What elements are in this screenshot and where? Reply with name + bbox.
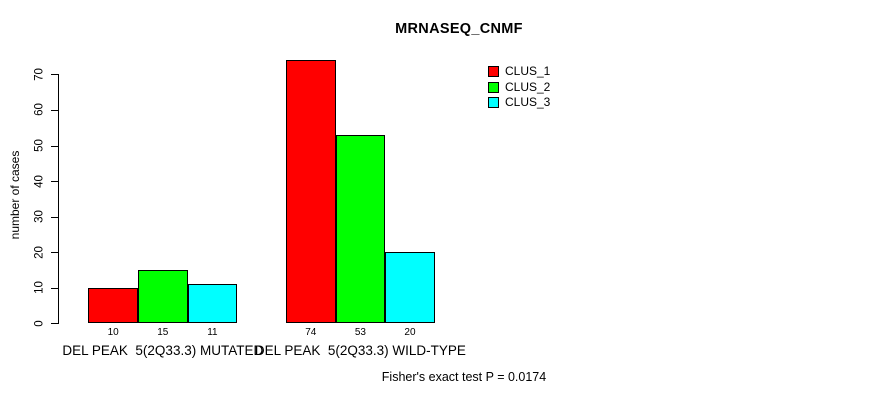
y-tick [51,287,58,289]
bar-value-label: 74 [305,326,317,338]
bar-value-label: 53 [354,326,366,338]
annotation-text: Fisher's exact test P = 0.0174 [381,370,547,384]
y-tick [51,216,58,218]
legend-label: CLUS_2 [505,79,551,94]
bar-clus-2-group-1 [138,270,188,324]
legend-label: CLUS_3 [505,95,551,110]
y-tick [51,181,58,183]
bar-clus-3-group-1 [187,284,238,324]
chart-title: MRNASEQ_CNMF [395,21,523,37]
legend-swatch-clus-3 [488,97,499,109]
bar-clus-2-group-2 [335,134,386,324]
bar-clus-3-group-2 [385,252,435,324]
bar-clus-1-group-1 [88,287,138,324]
legend-item: CLUS_2 [488,79,551,94]
y-tick [51,145,58,147]
y-tick [51,109,58,111]
x-group-label: DEL PEAK 5(2Q33.3) WILD-TYPE [254,342,466,358]
legend-swatch-clus-2 [488,81,499,93]
legend: CLUS_1 CLUS_2 CLUS_3 [488,65,550,112]
bar-value-label: 20 [404,326,416,338]
y-tick-label: 20 [33,245,46,259]
y-tick-label: 10 [33,281,46,295]
bar-value-label: 15 [157,326,169,338]
legend-item: CLUS_3 [488,96,550,109]
bar-value-label: 11 [207,326,218,338]
legend-swatch-clus-1 [488,66,499,77]
y-tick [51,323,58,325]
y-tick [51,74,58,76]
y-axis-line [58,74,59,325]
bar-value-label: 10 [107,326,119,338]
y-tick-label: 60 [33,103,46,117]
y-tick-label: 40 [33,174,46,188]
y-tick-label: 0 [33,320,46,327]
bar-clus-1-group-2 [286,60,336,324]
y-tick-label: 70 [33,68,46,81]
x-group-label: DEL PEAK 5(2Q33.3) MUTATED [62,342,264,358]
y-tick-label: 50 [33,139,46,152]
y-tick [51,252,58,254]
y-axis-title: number of cases [8,150,22,240]
legend-item: CLUS_1 [488,65,550,78]
legend-label: CLUS_1 [505,64,551,78]
y-tick-label: 30 [33,210,46,224]
